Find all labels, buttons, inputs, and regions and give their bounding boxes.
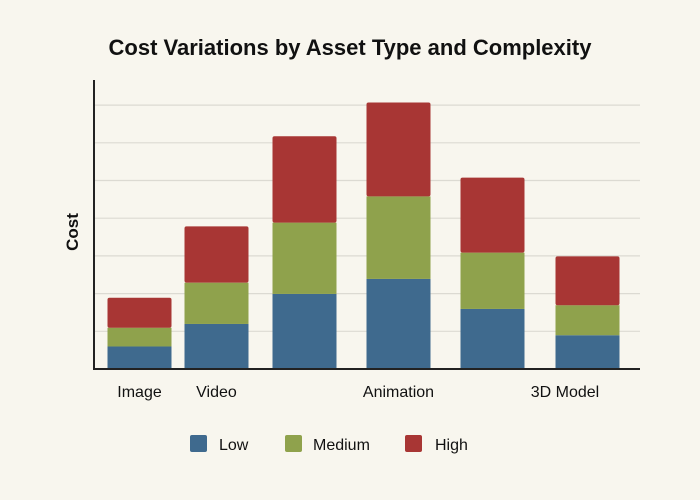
legend-label-low: Low <box>219 437 249 454</box>
legend-label-high: High <box>435 437 468 454</box>
legend: Low Medium High <box>190 435 468 454</box>
bar-high-5 <box>555 256 620 306</box>
bar-medium-3 <box>366 196 431 279</box>
bar-medium-2 <box>272 222 337 294</box>
bar-medium-5 <box>555 305 620 336</box>
bar-low-1 <box>184 323 249 369</box>
x-tick-label: Animation <box>363 384 434 401</box>
chart-title: Cost Variations by Asset Type and Comple… <box>109 35 593 60</box>
bar-low-5 <box>555 335 620 369</box>
y-axis-label: Cost <box>63 213 82 251</box>
bar-low-2 <box>272 293 337 369</box>
bars <box>107 102 620 369</box>
legend-swatch-high <box>405 435 422 452</box>
legend-swatch-low <box>190 435 207 452</box>
bar-medium-1 <box>184 282 249 324</box>
bar-medium-0 <box>107 327 172 347</box>
legend-label-medium: Medium <box>313 437 370 454</box>
bar-high-4 <box>460 177 525 253</box>
x-tick-label: Image <box>117 384 162 401</box>
x-tick-labels: Image Video Animation 3D Model <box>117 384 599 401</box>
bar-high-3 <box>366 102 431 197</box>
x-tick-label: Video <box>196 384 237 401</box>
bar-low-3 <box>366 278 431 369</box>
bar-high-0 <box>107 297 172 328</box>
bar-low-0 <box>107 346 172 369</box>
bar-high-1 <box>184 226 249 283</box>
bar-low-4 <box>460 308 525 369</box>
x-tick-label: 3D Model <box>531 384 599 401</box>
bar-medium-4 <box>460 252 525 309</box>
bar-high-2 <box>272 136 337 223</box>
legend-swatch-medium <box>285 435 302 452</box>
